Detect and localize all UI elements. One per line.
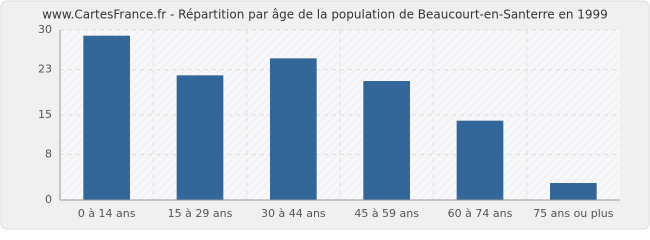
y-tick-label: 0 — [45, 193, 52, 206]
x-tick-label: 30 à 44 ans — [261, 207, 326, 220]
x-tick-label: 60 à 74 ans — [448, 207, 513, 220]
y-tick-label: 15 — [38, 108, 52, 121]
bar — [83, 35, 130, 200]
y-tick-label: 30 — [38, 23, 52, 36]
bar — [550, 183, 597, 200]
bar — [176, 75, 224, 200]
x-tick-label: 0 à 14 ans — [78, 207, 136, 220]
x-tick-label: 15 à 29 ans — [168, 207, 233, 220]
x-tick-label: 45 à 59 ans — [354, 207, 419, 220]
chart-title: www.CartesFrance.fr - Répartition par âg… — [42, 8, 608, 22]
y-tick-label: 8 — [45, 148, 52, 161]
chart: www.CartesFrance.fr - Répartition par âg… — [0, 0, 650, 230]
bar — [270, 58, 317, 201]
x-tick-label: 75 ans ou plus — [533, 207, 614, 220]
bar — [456, 120, 504, 200]
y-tick-label: 23 — [38, 63, 52, 76]
bar — [363, 81, 410, 200]
